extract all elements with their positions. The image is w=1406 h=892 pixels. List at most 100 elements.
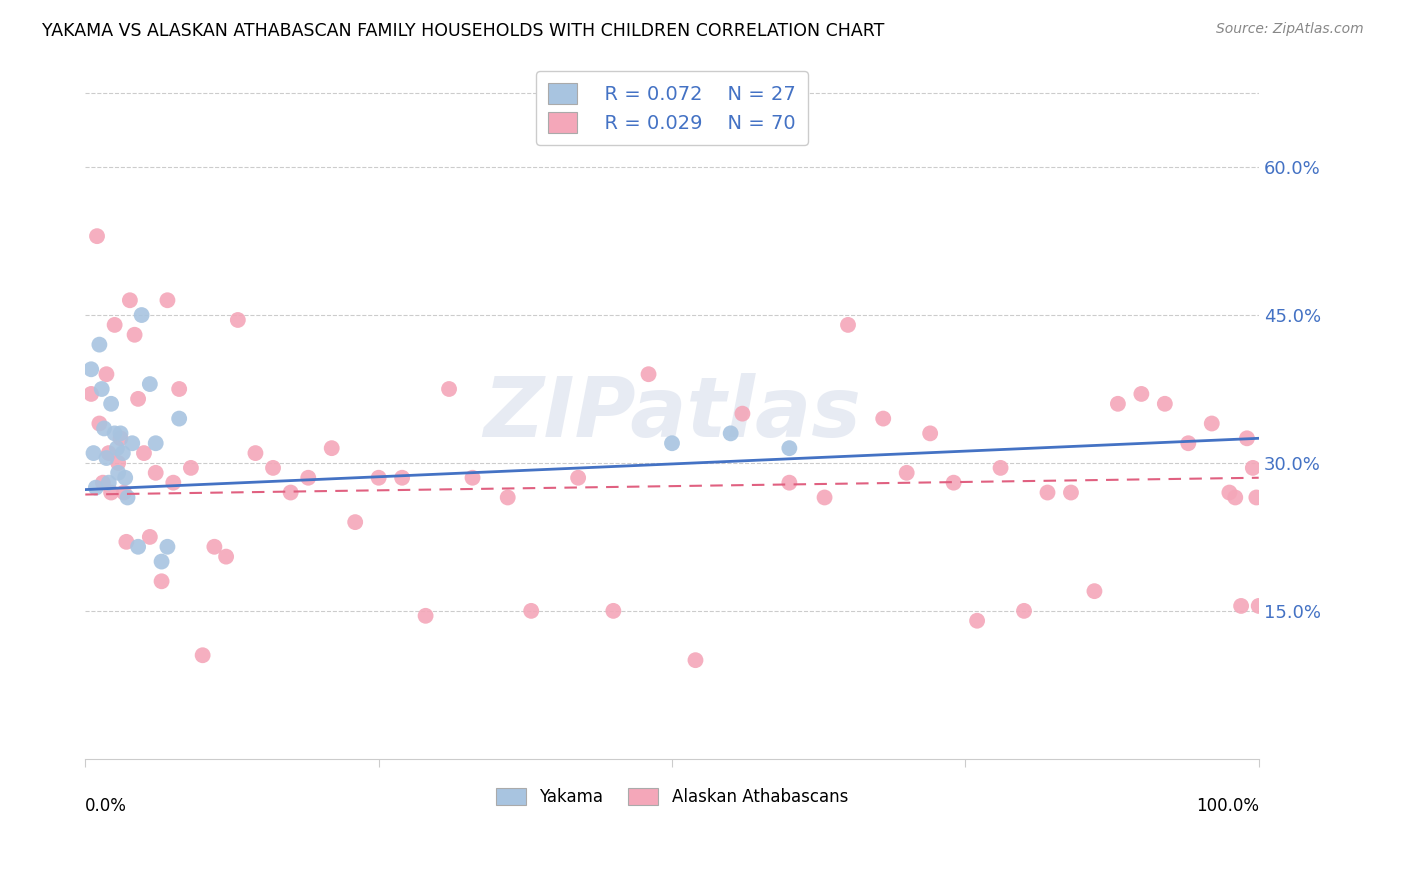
Point	[661, 436, 683, 450]
Point	[942, 475, 965, 490]
Point	[107, 456, 129, 470]
Point	[96, 368, 118, 382]
Legend: Yakama, Alaskan Athabascans: Yakama, Alaskan Athabascans	[489, 781, 855, 813]
Point	[966, 614, 988, 628]
Point	[685, 653, 707, 667]
Point	[367, 471, 389, 485]
Point	[112, 485, 135, 500]
Point	[778, 441, 800, 455]
Point	[127, 540, 149, 554]
Point	[83, 446, 105, 460]
Point	[145, 466, 167, 480]
Point	[731, 407, 754, 421]
Point	[1130, 387, 1153, 401]
Point	[567, 471, 589, 485]
Point	[156, 293, 179, 308]
Point	[226, 313, 249, 327]
Point	[1230, 599, 1253, 613]
Point	[100, 485, 122, 500]
Point	[1083, 584, 1105, 599]
Point	[637, 368, 659, 382]
Point	[139, 530, 162, 544]
Point	[461, 471, 484, 485]
Point	[191, 648, 214, 663]
Point	[139, 377, 162, 392]
Text: ZIPatlas: ZIPatlas	[484, 373, 860, 454]
Point	[162, 475, 184, 490]
Point	[280, 485, 302, 500]
Point	[132, 446, 155, 460]
Point	[813, 491, 835, 505]
Point	[391, 471, 413, 485]
Point	[496, 491, 519, 505]
Point	[115, 534, 138, 549]
Text: Source: ZipAtlas.com: Source: ZipAtlas.com	[1216, 22, 1364, 37]
Point	[602, 604, 624, 618]
Point	[1218, 485, 1240, 500]
Point	[344, 515, 367, 529]
Point	[872, 411, 894, 425]
Point	[97, 446, 120, 460]
Point	[245, 446, 267, 460]
Point	[105, 441, 128, 455]
Point	[80, 362, 103, 376]
Point	[520, 604, 543, 618]
Point	[167, 382, 190, 396]
Text: 0.0%: 0.0%	[86, 797, 127, 814]
Point	[107, 466, 129, 480]
Point	[127, 392, 149, 406]
Point	[837, 318, 859, 332]
Point	[262, 461, 284, 475]
Point	[415, 608, 437, 623]
Point	[131, 308, 153, 322]
Point	[167, 411, 190, 425]
Point	[118, 293, 141, 308]
Point	[180, 461, 202, 475]
Point	[110, 426, 132, 441]
Point	[97, 475, 120, 490]
Point	[111, 446, 134, 460]
Point	[896, 466, 918, 480]
Text: 100.0%: 100.0%	[1195, 797, 1258, 814]
Point	[84, 481, 107, 495]
Point	[990, 461, 1012, 475]
Point	[91, 475, 114, 490]
Point	[1241, 461, 1264, 475]
Point	[117, 491, 139, 505]
Point	[920, 426, 942, 441]
Point	[437, 382, 460, 396]
Point	[156, 540, 179, 554]
Text: YAKAMA VS ALASKAN ATHABASCAN FAMILY HOUSEHOLDS WITH CHILDREN CORRELATION CHART: YAKAMA VS ALASKAN ATHABASCAN FAMILY HOUS…	[42, 22, 884, 40]
Point	[1236, 431, 1258, 445]
Point	[86, 229, 108, 244]
Point	[1153, 397, 1175, 411]
Point	[1060, 485, 1083, 500]
Point	[297, 471, 319, 485]
Point	[80, 387, 103, 401]
Point	[778, 475, 800, 490]
Point	[1246, 491, 1268, 505]
Point	[1225, 491, 1247, 505]
Point	[215, 549, 238, 564]
Point	[104, 318, 127, 332]
Point	[89, 417, 111, 431]
Point	[1107, 397, 1129, 411]
Point	[1247, 599, 1270, 613]
Point	[321, 441, 343, 455]
Point	[124, 327, 146, 342]
Point	[720, 426, 742, 441]
Point	[96, 450, 118, 465]
Point	[1036, 485, 1059, 500]
Point	[110, 431, 132, 445]
Point	[90, 382, 112, 396]
Point	[93, 421, 115, 435]
Point	[121, 436, 143, 450]
Point	[1012, 604, 1035, 618]
Point	[89, 337, 111, 351]
Point	[114, 471, 136, 485]
Point	[150, 555, 173, 569]
Point	[104, 426, 127, 441]
Point	[1177, 436, 1199, 450]
Point	[100, 397, 122, 411]
Point	[1201, 417, 1223, 431]
